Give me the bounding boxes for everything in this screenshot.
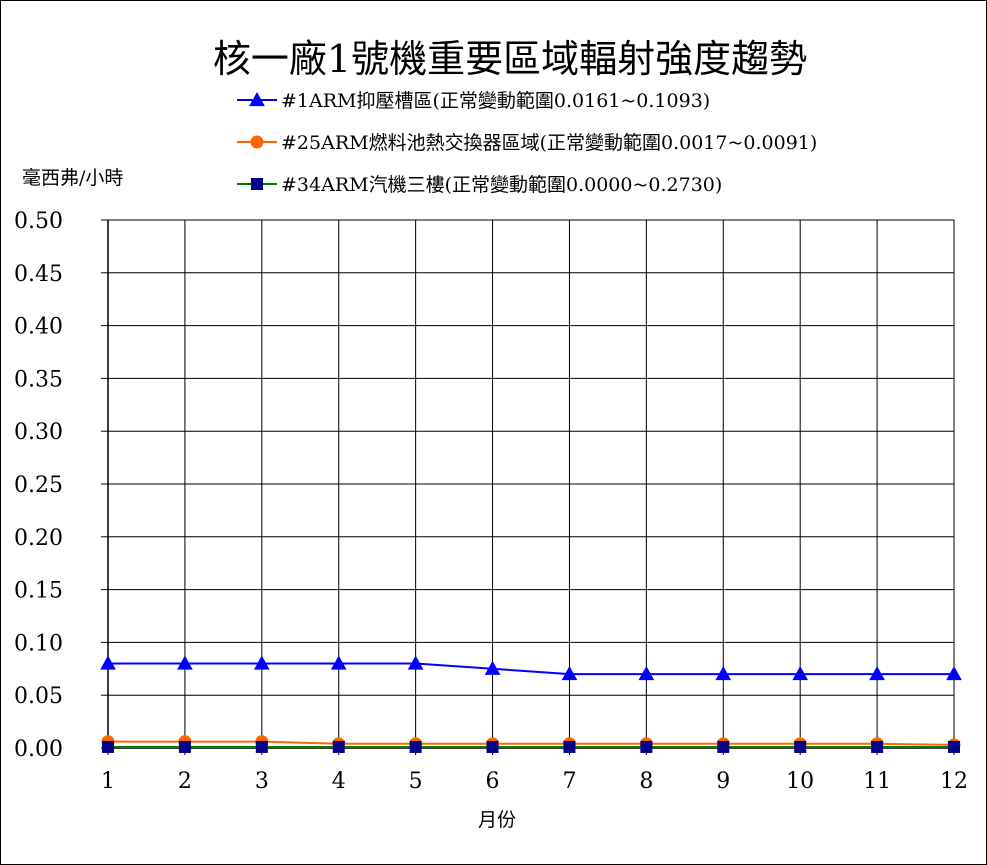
- series-1: [108, 662, 954, 676]
- data-point: [102, 740, 114, 753]
- y-tick-label: 0.10: [14, 631, 63, 656]
- y-tick-label: 0.50: [14, 209, 63, 234]
- series-2: [108, 740, 955, 746]
- x-tick-label: 4: [332, 769, 346, 794]
- data-point: [946, 666, 962, 681]
- data-point: [100, 655, 116, 670]
- legend-item: #34ARM汽機三樓(正常變動範圍0.0000~0.2730): [237, 174, 722, 196]
- y-tick-label: 0.05: [14, 684, 63, 709]
- y-tick-label: 0.15: [14, 579, 63, 604]
- data-point: [869, 666, 885, 681]
- grid: [101, 219, 955, 755]
- data-point: [563, 740, 576, 753]
- data-point: [409, 740, 422, 753]
- data-point: [486, 740, 499, 753]
- series-line: [108, 740, 955, 746]
- series-group: [100, 655, 962, 753]
- data-point: [255, 740, 268, 753]
- y-tick-label: 0.40: [14, 315, 63, 340]
- y-tick-label: 0.00: [14, 737, 63, 762]
- legend-item: #25ARM燃料池熱交換器區域(正常變動範圍0.0017~0.0091): [237, 132, 817, 154]
- x-tick-label: 6: [486, 769, 500, 794]
- legend-label: #1ARM抑壓槽區(正常變動範圍0.0161~0.1093): [281, 90, 710, 112]
- x-tick-labels: 1 2 3 4 5 6 7 8 9 10 11 12: [101, 769, 968, 794]
- legend-swatch-marker: [249, 91, 265, 107]
- data-point: [794, 740, 807, 753]
- data-point: [717, 740, 730, 753]
- x-tick-label: 1: [101, 769, 115, 794]
- x-tick-label: 10: [786, 769, 814, 794]
- series-line: [108, 662, 954, 676]
- legend-swatch-marker: [250, 135, 264, 149]
- data-point: [792, 666, 809, 681]
- y-tick-labels: 0.00 0.05 0.10 0.15 0.20 0.25 0.30 0.35 0.40 0.45…: [14, 209, 63, 762]
- data-point: [253, 655, 270, 670]
- legend-label: #34ARM汽機三樓(正常變動範圍0.0000~0.2730): [281, 174, 722, 196]
- series-markers-1: [100, 655, 962, 681]
- data-point: [177, 655, 193, 670]
- data-point: [638, 666, 655, 681]
- y-axis-label: 毫西弗/小時: [22, 167, 123, 189]
- data-point: [640, 740, 653, 753]
- chart-title: 核一廠1號機重要區域輻射強度趨勢: [213, 37, 807, 81]
- data-point: [561, 666, 578, 681]
- x-axis-label: 月份: [478, 809, 516, 831]
- x-tick-label: 11: [863, 769, 891, 794]
- x-tick-label: 5: [409, 769, 423, 794]
- data-point: [178, 740, 191, 753]
- legend-swatch-marker: [251, 178, 263, 190]
- x-tick-label: 3: [255, 769, 269, 794]
- data-point: [407, 655, 424, 670]
- legend-label: #25ARM燃料池熱交換器區域(正常變動範圍0.0017~0.0091): [281, 132, 817, 154]
- y-tick-label: 0.25: [14, 473, 63, 498]
- data-point: [871, 740, 884, 753]
- legend: #1ARM抑壓槽區(正常變動範圍0.0161~0.1093) #25ARM燃料池熱…: [237, 90, 817, 196]
- data-point: [484, 660, 501, 675]
- data-point: [330, 655, 347, 670]
- y-tick-label: 0.20: [14, 526, 63, 551]
- x-tick-label: 8: [639, 769, 653, 794]
- data-point: [715, 666, 732, 681]
- x-tick-label: 7: [562, 769, 576, 794]
- data-point: [332, 740, 345, 753]
- x-tick-label: 2: [178, 769, 192, 794]
- data-point: [948, 740, 960, 753]
- y-tick-label: 0.35: [14, 367, 63, 392]
- y-tick-label: 0.45: [14, 262, 63, 287]
- x-tick-label: 12: [940, 769, 968, 794]
- y-tick-label: 0.30: [14, 420, 63, 445]
- series-markers-3: [102, 740, 960, 753]
- x-tick-label: 9: [716, 769, 730, 794]
- legend-item: #1ARM抑壓槽區(正常變動範圍0.0161~0.1093): [237, 90, 710, 112]
